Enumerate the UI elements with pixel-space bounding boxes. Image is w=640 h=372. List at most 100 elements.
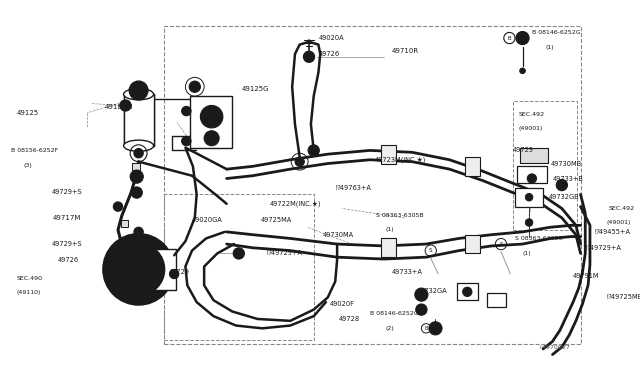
Circle shape bbox=[129, 81, 148, 100]
Circle shape bbox=[120, 100, 131, 111]
Text: 49125G: 49125G bbox=[241, 86, 269, 92]
Text: .I49700V7: .I49700V7 bbox=[538, 344, 570, 350]
Circle shape bbox=[559, 182, 564, 188]
Text: 49732GA: 49732GA bbox=[417, 288, 447, 294]
Circle shape bbox=[233, 248, 244, 259]
Text: 49729+S: 49729+S bbox=[51, 189, 82, 195]
Circle shape bbox=[463, 287, 472, 296]
Bar bbox=[381, 145, 396, 164]
Circle shape bbox=[113, 243, 165, 296]
Bar bbox=[121, 220, 128, 227]
Text: ⁉49729+A: ⁉49729+A bbox=[267, 250, 303, 256]
Text: (1): (1) bbox=[522, 251, 531, 256]
Bar bbox=[164, 195, 314, 340]
Text: B: B bbox=[508, 36, 511, 41]
Circle shape bbox=[527, 174, 536, 183]
Text: 49722M(INC.★): 49722M(INC.★) bbox=[269, 201, 321, 207]
Text: 49125: 49125 bbox=[17, 110, 39, 116]
Bar bbox=[487, 293, 506, 307]
Circle shape bbox=[189, 81, 200, 92]
Circle shape bbox=[182, 137, 191, 146]
Bar bbox=[457, 283, 477, 300]
Text: 49733+B: 49733+B bbox=[552, 176, 584, 182]
Circle shape bbox=[308, 145, 319, 156]
Text: 49733+A: 49733+A bbox=[392, 269, 422, 275]
Bar bbox=[465, 235, 481, 253]
Text: 49020F: 49020F bbox=[330, 301, 355, 307]
Text: SEC.490: SEC.490 bbox=[17, 276, 43, 281]
Text: 49725MA: 49725MA bbox=[260, 217, 292, 223]
Text: 49723M(INC.★): 49723M(INC.★) bbox=[374, 157, 426, 163]
Bar bbox=[517, 166, 547, 183]
Text: SEC.492: SEC.492 bbox=[609, 206, 635, 211]
Circle shape bbox=[525, 193, 533, 201]
Text: (2): (2) bbox=[386, 326, 394, 331]
Circle shape bbox=[303, 51, 315, 62]
Bar bbox=[513, 101, 577, 230]
Circle shape bbox=[556, 179, 568, 191]
Circle shape bbox=[134, 148, 143, 158]
Text: 49729: 49729 bbox=[168, 269, 189, 275]
Bar bbox=[164, 26, 580, 344]
Ellipse shape bbox=[124, 140, 154, 151]
Text: 49730MB: 49730MB bbox=[550, 161, 582, 167]
Circle shape bbox=[516, 32, 529, 45]
Circle shape bbox=[140, 245, 147, 253]
Text: 49729+S: 49729+S bbox=[51, 241, 82, 247]
Circle shape bbox=[113, 202, 123, 211]
Text: 49729: 49729 bbox=[513, 147, 534, 153]
Bar bbox=[124, 94, 154, 146]
Circle shape bbox=[520, 68, 525, 74]
Circle shape bbox=[170, 269, 179, 279]
Circle shape bbox=[134, 174, 140, 179]
Circle shape bbox=[129, 260, 148, 279]
Ellipse shape bbox=[124, 89, 154, 100]
Text: B: B bbox=[424, 326, 428, 331]
Text: 49732GB: 49732GB bbox=[548, 194, 579, 200]
Circle shape bbox=[236, 251, 241, 256]
Bar bbox=[520, 148, 548, 163]
Text: 49726: 49726 bbox=[318, 51, 339, 57]
Text: 49726: 49726 bbox=[58, 257, 79, 263]
Bar bbox=[132, 163, 140, 170]
Bar bbox=[381, 238, 396, 257]
Circle shape bbox=[418, 291, 425, 298]
Circle shape bbox=[525, 219, 533, 226]
Bar bbox=[190, 96, 232, 148]
Text: (1): (1) bbox=[545, 45, 554, 50]
Circle shape bbox=[415, 288, 428, 301]
Text: 49710R: 49710R bbox=[392, 48, 419, 54]
Text: 49791M: 49791M bbox=[573, 273, 600, 279]
Circle shape bbox=[295, 157, 305, 166]
Circle shape bbox=[204, 131, 219, 146]
Text: (3): (3) bbox=[24, 163, 32, 168]
Circle shape bbox=[200, 106, 223, 128]
Text: 49728: 49728 bbox=[339, 316, 360, 322]
Circle shape bbox=[306, 54, 312, 60]
Text: ⁉49763+A: ⁉49763+A bbox=[335, 185, 371, 191]
Text: ⁉49455+A: ⁉49455+A bbox=[595, 229, 630, 235]
Text: (1): (1) bbox=[386, 227, 394, 232]
Circle shape bbox=[133, 85, 144, 96]
Text: B 08146-6252G: B 08146-6252G bbox=[532, 30, 580, 35]
Text: 49020GA: 49020GA bbox=[192, 217, 223, 223]
Circle shape bbox=[429, 322, 442, 335]
Circle shape bbox=[103, 234, 174, 305]
Circle shape bbox=[134, 227, 143, 237]
Text: 49730MA: 49730MA bbox=[323, 232, 354, 238]
Circle shape bbox=[182, 106, 191, 116]
Text: 49020A: 49020A bbox=[318, 35, 344, 41]
Bar bbox=[465, 157, 481, 176]
Text: ⁉49725MB: ⁉49725MB bbox=[607, 294, 640, 301]
Text: S 08363-6305C: S 08363-6305C bbox=[515, 236, 563, 241]
Circle shape bbox=[416, 304, 427, 315]
Text: 49181M: 49181M bbox=[105, 104, 133, 110]
Text: ⁉49729+A: ⁉49729+A bbox=[585, 245, 621, 251]
Text: (49001): (49001) bbox=[607, 220, 631, 225]
Text: S 08363-6305B: S 08363-6305B bbox=[376, 214, 424, 218]
Bar bbox=[148, 249, 176, 290]
Circle shape bbox=[140, 286, 147, 294]
Text: S: S bbox=[429, 248, 433, 253]
Bar bbox=[515, 188, 543, 206]
Circle shape bbox=[131, 187, 142, 198]
